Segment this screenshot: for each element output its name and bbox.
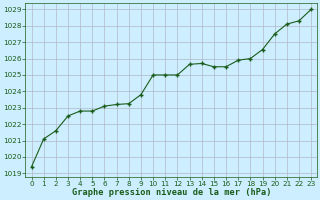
- X-axis label: Graphe pression niveau de la mer (hPa): Graphe pression niveau de la mer (hPa): [72, 188, 271, 197]
